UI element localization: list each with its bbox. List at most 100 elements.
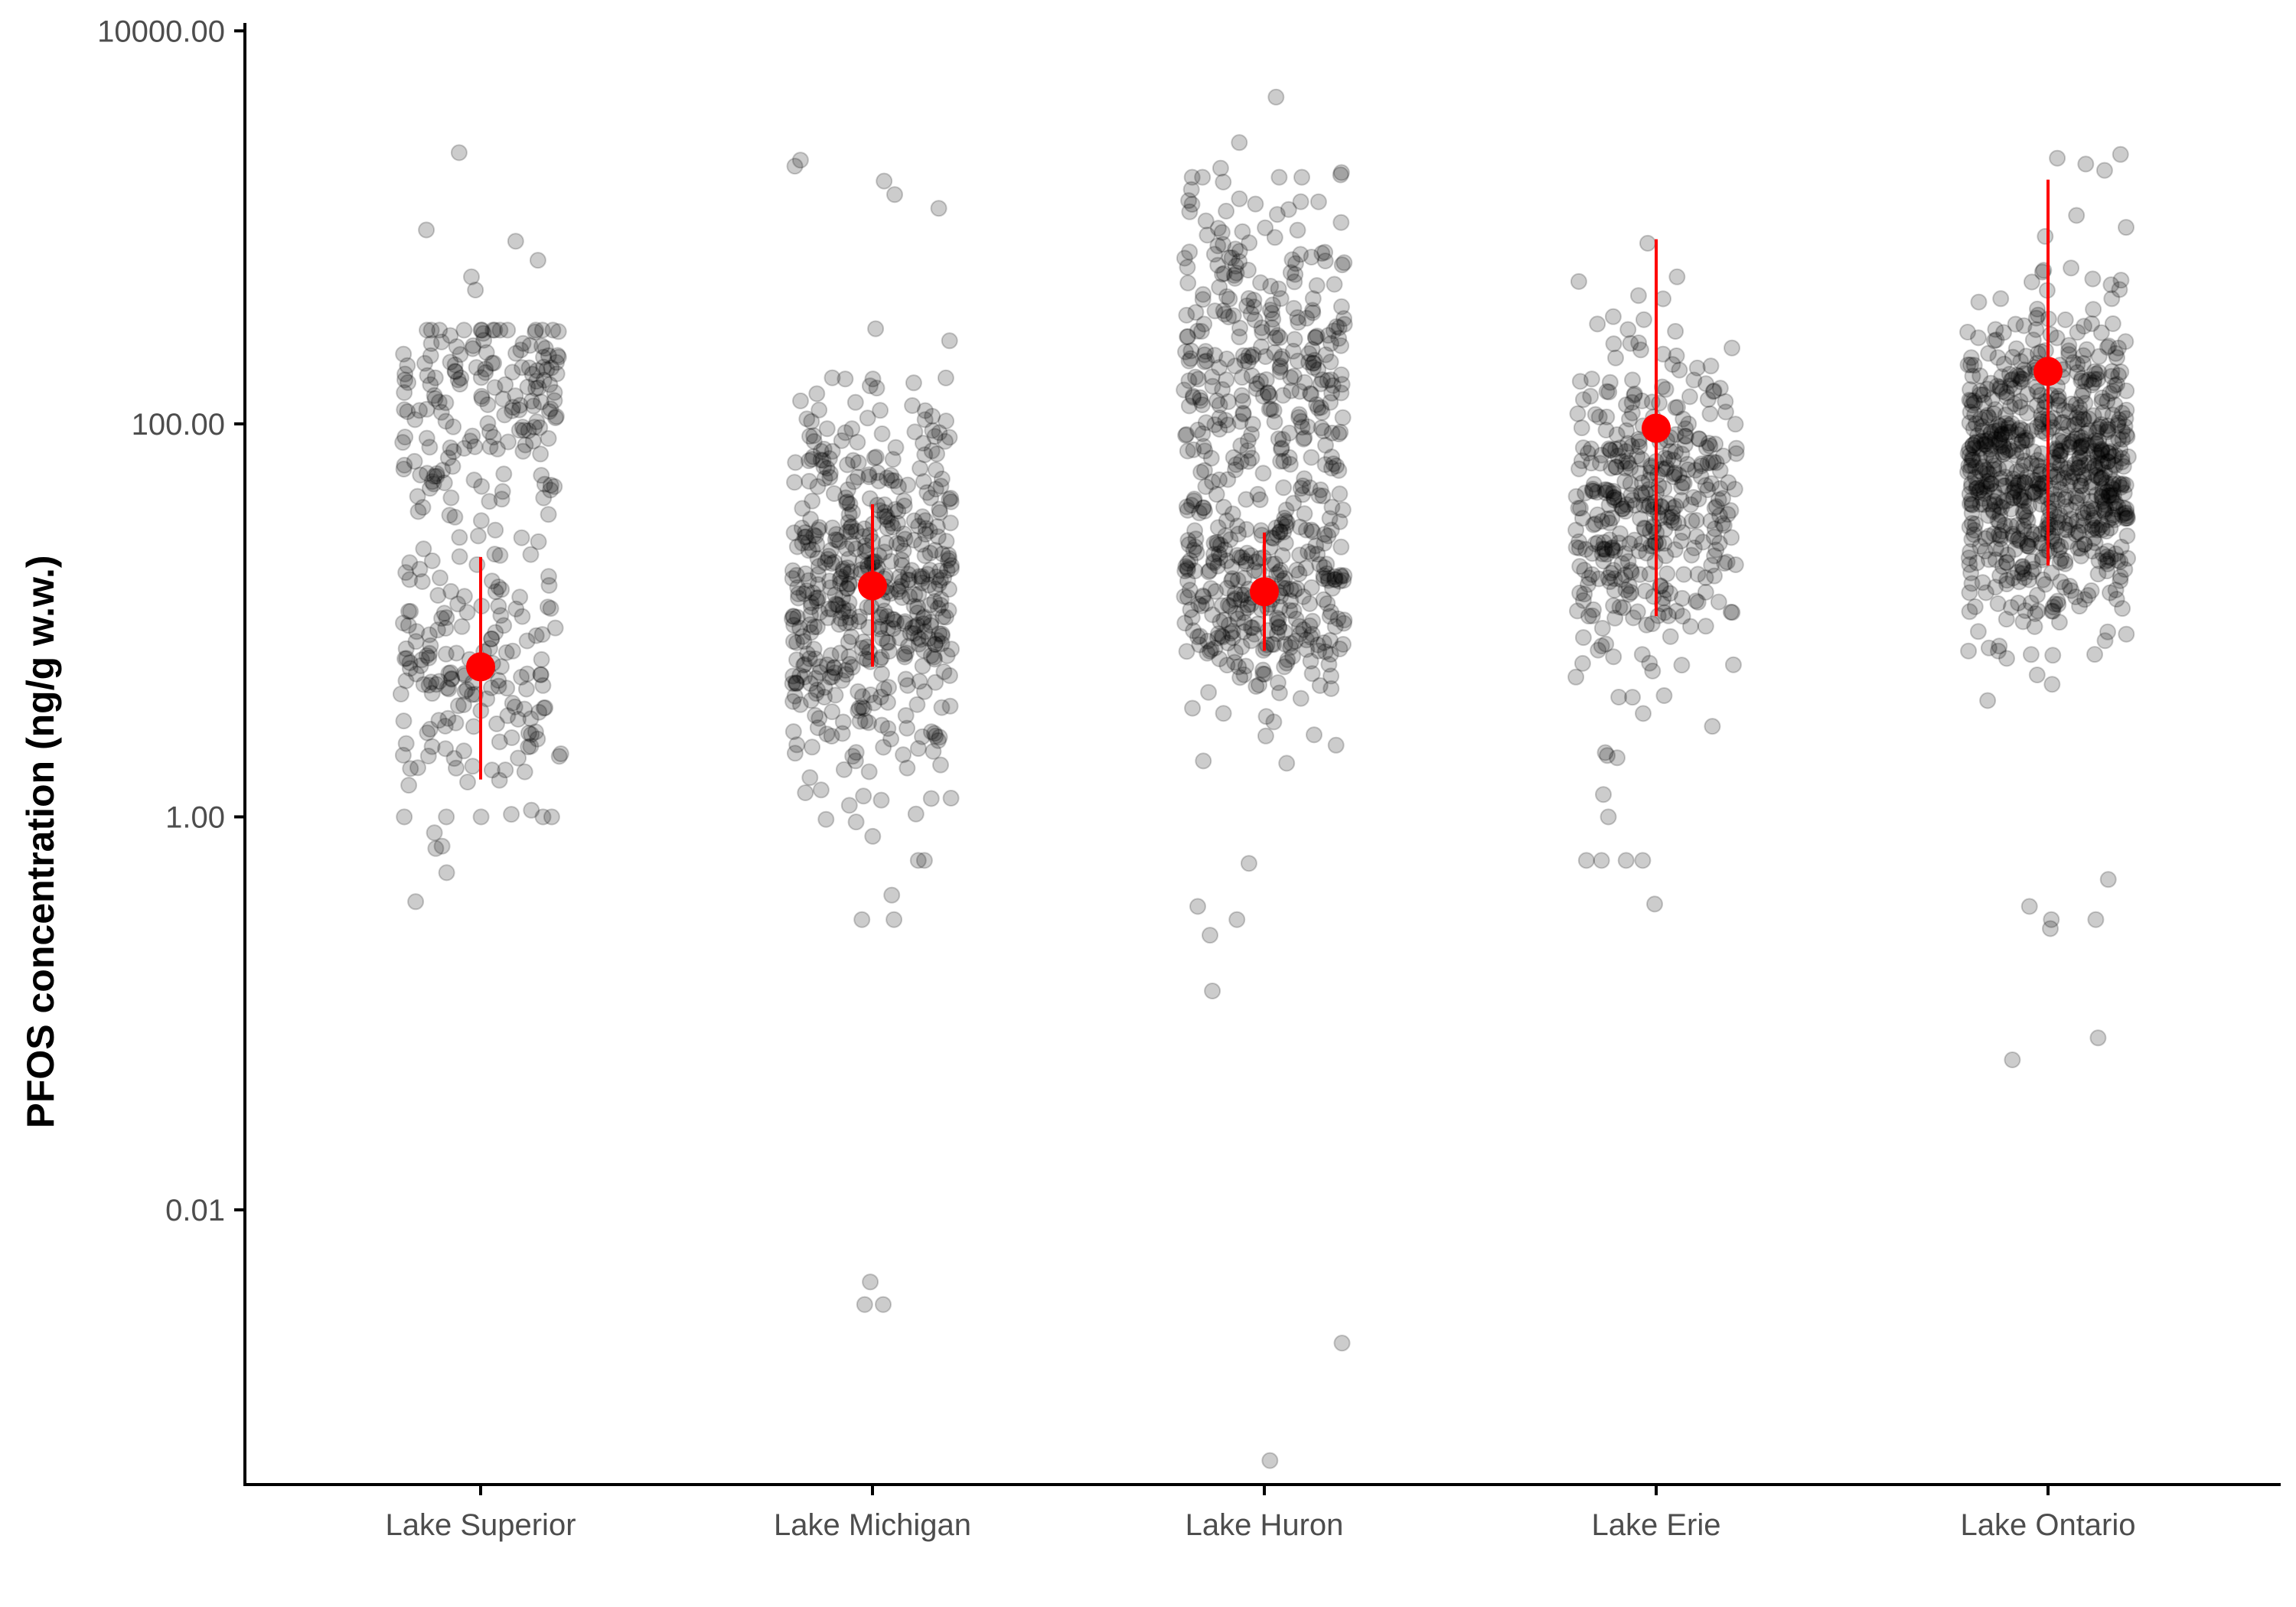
data-point xyxy=(1600,440,1618,458)
data-point xyxy=(901,588,918,605)
data-point xyxy=(1231,319,1248,337)
data-point xyxy=(1243,367,1261,384)
data-point xyxy=(876,602,893,620)
data-point xyxy=(483,572,501,590)
data-point xyxy=(929,528,947,546)
data-point xyxy=(440,680,458,698)
data-point xyxy=(421,720,439,738)
data-point xyxy=(442,489,460,507)
data-point xyxy=(1206,416,1224,433)
data-point xyxy=(441,507,458,524)
data-point xyxy=(1311,676,1329,694)
data-point xyxy=(1178,306,1195,324)
data-point xyxy=(527,723,544,741)
data-point xyxy=(822,542,840,559)
data-point xyxy=(841,495,859,513)
data-point xyxy=(796,656,814,673)
data-point xyxy=(449,595,467,613)
data-point xyxy=(854,553,872,570)
data-point xyxy=(527,380,545,397)
data-point xyxy=(1287,610,1305,627)
data-point xyxy=(2099,423,2116,441)
data-point xyxy=(2095,161,2113,179)
data-point xyxy=(805,432,823,450)
data-point xyxy=(915,609,932,627)
data-point xyxy=(879,511,896,529)
data-point xyxy=(411,560,429,578)
data-point xyxy=(1238,491,1255,508)
data-point xyxy=(469,527,487,545)
data-point xyxy=(801,616,819,634)
data-point xyxy=(1227,644,1244,661)
data-point xyxy=(491,546,509,564)
data-point xyxy=(1221,531,1239,549)
data-point xyxy=(856,712,874,729)
data-point xyxy=(876,680,892,698)
data-point xyxy=(1302,653,1319,670)
data-point xyxy=(1240,354,1257,370)
data-point xyxy=(1336,315,1353,333)
data-point xyxy=(807,670,824,687)
data-point xyxy=(943,560,960,577)
data-point xyxy=(1183,608,1201,626)
data-point xyxy=(1225,448,1242,466)
data-point xyxy=(1308,277,1326,295)
data-point xyxy=(406,452,423,470)
data-point xyxy=(1332,366,1350,383)
data-point xyxy=(2103,290,2121,308)
data-point xyxy=(1970,293,1988,311)
data-point xyxy=(1322,667,1340,685)
data-point xyxy=(2089,1029,2107,1047)
data-point xyxy=(1299,418,1316,435)
data-point xyxy=(889,581,906,598)
data-point xyxy=(784,570,801,587)
data-point xyxy=(1287,255,1304,272)
data-point xyxy=(1326,618,1344,635)
data-point xyxy=(906,423,924,441)
data-point xyxy=(1285,367,1303,385)
data-point xyxy=(1239,599,1257,617)
data-point xyxy=(456,683,474,700)
data-point xyxy=(1265,402,1283,419)
data-point xyxy=(1593,852,1610,869)
data-point xyxy=(1291,383,1309,400)
data-point xyxy=(826,659,843,676)
data-point xyxy=(406,411,424,429)
data-point xyxy=(1257,727,1274,745)
data-point xyxy=(472,369,490,386)
data-point xyxy=(791,696,809,713)
data-point xyxy=(2087,365,2105,383)
data-point xyxy=(1247,195,1264,213)
data-point xyxy=(1194,291,1212,308)
data-point xyxy=(827,531,844,549)
data-point xyxy=(483,679,500,696)
data-point xyxy=(1238,520,1255,538)
data-point xyxy=(835,600,852,618)
data-point xyxy=(931,504,949,521)
data-point xyxy=(1226,357,1244,375)
data-point xyxy=(821,669,839,686)
data-point xyxy=(800,452,817,470)
data-point xyxy=(2119,448,2137,465)
data-point xyxy=(895,746,912,764)
data-point xyxy=(1267,88,1285,106)
data-point xyxy=(1336,254,1353,272)
data-point xyxy=(398,650,416,667)
data-point xyxy=(928,631,946,649)
data-point xyxy=(1324,579,1341,597)
data-point xyxy=(843,628,860,645)
data-point xyxy=(896,613,914,631)
data-point xyxy=(1605,648,1623,666)
data-point xyxy=(455,742,473,760)
data-point xyxy=(437,412,455,430)
data-point xyxy=(846,752,864,770)
data-point xyxy=(1332,566,1349,584)
data-point xyxy=(1636,519,1653,536)
data-point xyxy=(546,409,564,426)
data-point xyxy=(540,347,557,364)
summary-point xyxy=(858,571,887,601)
data-point xyxy=(2065,354,2082,371)
data-point xyxy=(1179,259,1196,276)
data-point xyxy=(448,644,465,662)
data-point xyxy=(1318,556,1336,573)
